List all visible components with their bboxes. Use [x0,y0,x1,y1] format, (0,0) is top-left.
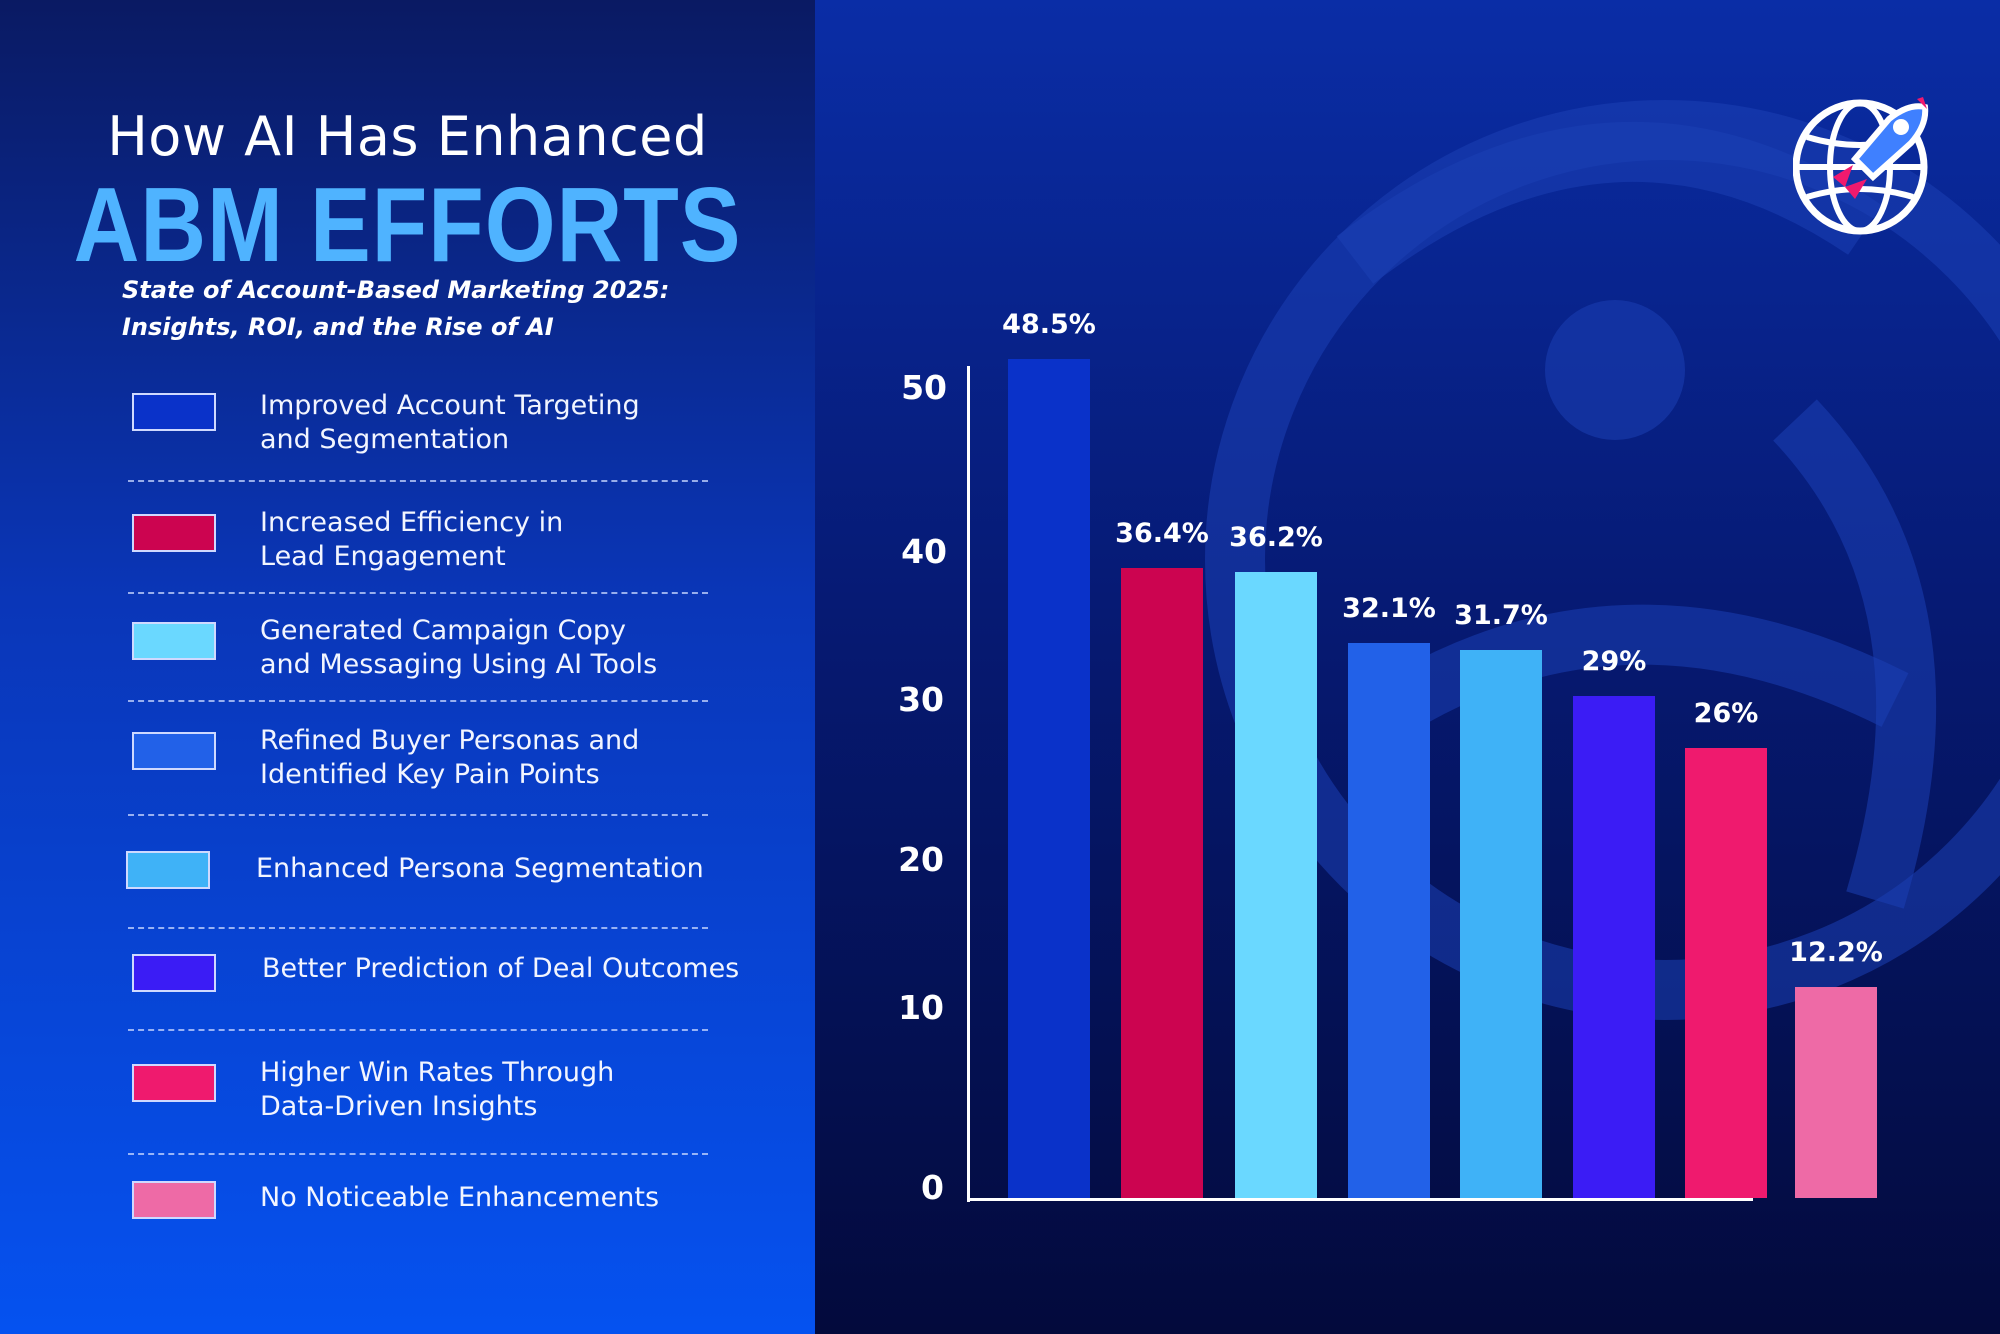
legend-divider [128,700,708,702]
legend-label-line-1: Better Prediction of Deal Outcomes [262,953,740,984]
y-tick-label: 40 [901,532,947,571]
legend-item: Improved Account Targeting and Segmentat… [122,383,742,483]
legend-swatch [132,622,216,660]
y-tick-label: 30 [898,680,944,719]
legend-label-line-1: No Noticeable Enhancements [260,1182,660,1213]
legend-label-line-1: Improved Account Targeting [260,390,640,421]
bar [1460,649,1542,1198]
title-line-1: How AI Has Enhanced [107,105,708,168]
legend-label: Refined Buyer Personas and Identified Ke… [260,724,639,792]
bar-value-label: 31.7% [1454,599,1548,631]
legend-label-line-2: and Messaging Using AI Tools [260,649,658,680]
legend-item: Enhanced Persona Segmentation [122,835,742,935]
globe-rocket-icon [1793,97,1929,235]
legend-item: Better Prediction of Deal Outcomes [122,937,742,1037]
legend-label-line-2: Lead Engagement [260,541,506,572]
legend-label-line-1: Generated Campaign Copy [260,615,627,646]
subtitle-line-2: Insights, ROI, and the Rise of AI [122,313,554,341]
background-globe-watermark [1205,100,2000,1020]
bar-value-label: 36.2% [1229,521,1323,553]
y-tick-label: 0 [921,1168,944,1207]
legend-divider [128,1029,708,1031]
legend-swatch [132,514,216,552]
legend-swatch [132,1181,216,1219]
legend-swatch [132,1064,216,1102]
legend-label: No Noticeable Enhancements [260,1181,659,1215]
legend-item: No Noticeable Enhancements [122,1165,742,1265]
bar [1685,748,1767,1198]
bar [1121,568,1203,1198]
bar [1348,642,1430,1198]
legend-item: Generated Campaign Copy and Messaging Us… [122,608,742,708]
legend-item: Increased Efficiency in Lead Engagement [122,500,742,600]
subtitle-line-1: State of Account-Based Marketing 2025: [122,276,670,304]
legend-swatch [132,954,216,992]
right-panel: 0 10 20 30 40 50 48.5% 36.4% 36.2% 32.1% 31.… [815,0,2000,1334]
legend-label-line-2: and Segmentation [260,424,510,455]
y-axis-line [967,366,970,1202]
left-panel: How AI Has Enhanced ABM EFFORTS State of… [0,0,815,1334]
y-tick-label: 50 [901,368,947,407]
legend-swatch [132,732,216,770]
legend-label-line-1: Refined Buyer Personas and [260,725,640,756]
legend-divider [128,592,708,594]
legend-label-line-2: Data-Driven Insights [260,1091,538,1122]
legend-label: Enhanced Persona Segmentation [256,852,704,886]
bar-value-label: 12.2% [1789,936,1883,968]
bar-value-label: 36.4% [1115,518,1209,550]
y-tick-label: 10 [898,988,944,1027]
legend-label-line-1: Increased Efficiency in [260,507,564,538]
bar [1235,571,1317,1198]
legend-label: Improved Account Targeting and Segmentat… [260,389,640,457]
legend-label: Higher Win Rates Through Data-Driven Ins… [260,1056,614,1124]
bar [1573,696,1655,1198]
x-axis-line [967,1198,1753,1201]
legend-label-line-1: Higher Win Rates Through [260,1057,615,1088]
legend-label: Better Prediction of Deal Outcomes [262,952,739,986]
legend-label: Generated Campaign Copy and Messaging Us… [260,614,657,682]
legend-divider [128,814,708,816]
legend-swatch [126,851,210,889]
legend-divider [128,1153,708,1155]
legend-item: Refined Buyer Personas and Identified Ke… [122,718,742,818]
bar [1008,358,1090,1198]
bar-value-label: 29% [1581,646,1647,678]
legend-label: Increased Efficiency in Lead Engagement [260,506,563,574]
subtitle: State of Account-Based Marketing 2025: I… [122,272,742,346]
legend-label-line-2: Identified Key Pain Points [260,759,600,790]
bar-value-label: 48.5% [1002,308,1096,340]
y-tick-label: 20 [898,840,944,879]
legend-item: Higher Win Rates Through Data-Driven Ins… [122,1050,742,1150]
legend-label-line-1: Enhanced Persona Segmentation [256,853,704,884]
legend-divider [128,927,708,929]
bar-value-label: 32.1% [1342,592,1436,624]
legend-swatch [132,393,216,431]
legend-divider [128,480,708,482]
bar-value-label: 26% [1693,698,1759,730]
title-line-2: ABM EFFORTS [73,166,742,284]
bar [1795,986,1877,1198]
